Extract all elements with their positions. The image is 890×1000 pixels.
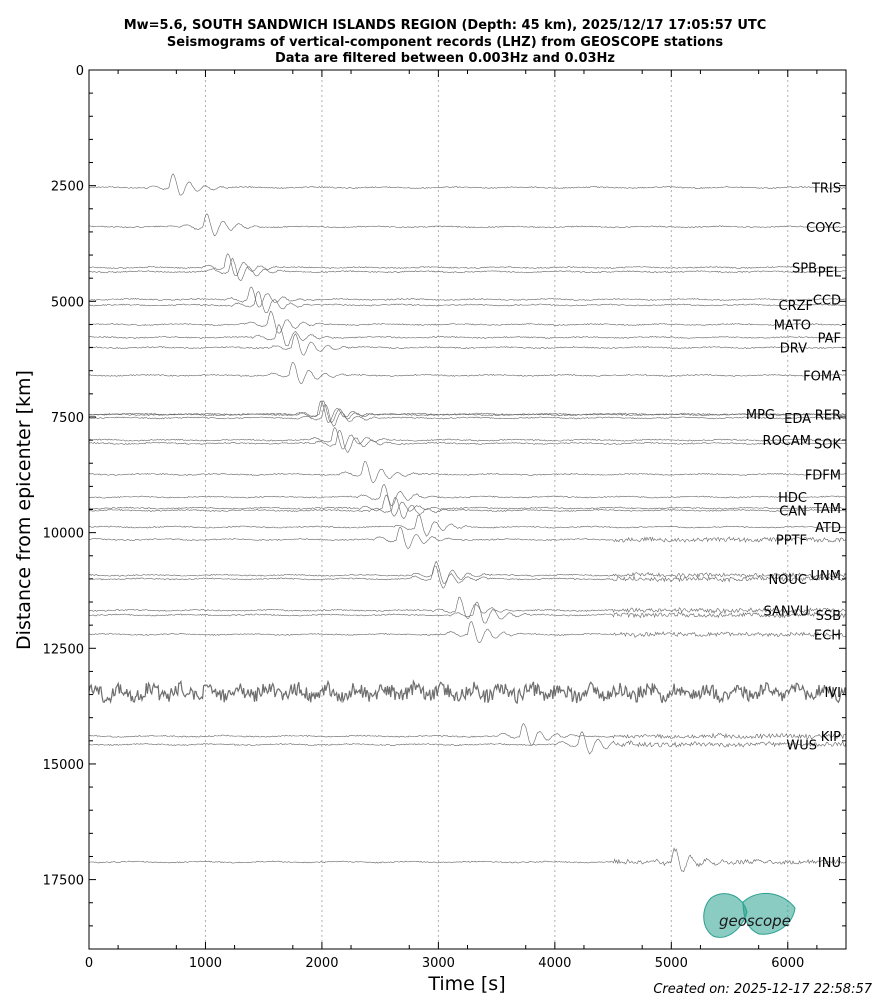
- trace-ssb: [88, 601, 847, 624]
- geoscope-logo: geoscope: [703, 892, 796, 938]
- station-label-mpg: MPG: [746, 408, 775, 423]
- x-tick-label: 6000: [771, 956, 804, 971]
- trace-can: [88, 496, 847, 520]
- station-label-paf: PAF: [818, 331, 841, 346]
- chart-title-line-2: Seismograms of vertical-component record…: [166, 35, 724, 50]
- x-tick-label: 3000: [422, 956, 455, 971]
- trace-drv: [89, 333, 847, 356]
- station-label-unm: UNM: [811, 569, 841, 584]
- trace-unm: [88, 560, 847, 584]
- station-label-pptf: PPTF: [776, 534, 807, 549]
- trace-ivi: [88, 679, 847, 705]
- chart-title-line-3: Data are filtered between 0.003Hz and 0.…: [274, 51, 616, 66]
- trace-sanvu: [88, 596, 847, 619]
- station-label-spb: SPB: [792, 262, 817, 277]
- station-label-mato: MATO: [774, 318, 811, 333]
- trace-spb: [89, 253, 847, 276]
- logo-globe-right: [742, 892, 796, 935]
- y-tick-label: 0: [76, 64, 84, 79]
- y-tick-label: 2500: [51, 180, 84, 195]
- trace-pptf: [88, 527, 847, 550]
- axis-layer: 0 1000 2000 3000 4000 5000 6000 0 2500 5000 7500 10…: [43, 64, 847, 971]
- station-label-foma: FOMA: [803, 369, 841, 384]
- trace-eda: [88, 404, 847, 427]
- trace-tris: [88, 173, 847, 196]
- trace-fdfm: [88, 460, 847, 484]
- x-tick-label: 2000: [305, 956, 338, 971]
- station-label-atd: ATD: [815, 521, 841, 536]
- station-label-inu: INU: [818, 856, 841, 871]
- trace-wus: [89, 731, 847, 755]
- station-label-ssb: SSB: [816, 609, 841, 624]
- plot-frame: [88, 69, 847, 950]
- trace-hdc: [88, 483, 847, 507]
- station-label-ivi: IVI: [824, 686, 841, 701]
- trace-ccd: [88, 286, 846, 308]
- trace-foma: [88, 362, 847, 385]
- station-label-drv: DRV: [780, 342, 807, 357]
- station-label-wus: WUS: [786, 739, 817, 754]
- station-label-sanvu: SANVU: [763, 604, 809, 619]
- y-tick-label: 7500: [51, 411, 84, 426]
- station-label-tris: TRIS: [811, 182, 841, 197]
- station-label-crzf: CRZF: [779, 299, 814, 314]
- y-tick-label: 10000: [43, 527, 84, 542]
- station-label-nouc: NOUC: [768, 573, 807, 588]
- station-label-sok: SOK: [814, 437, 841, 452]
- station-label-eda: EDA: [784, 412, 811, 427]
- station-label-hdc: HDC: [778, 491, 807, 506]
- y-axis-label: Distance from epicenter [km]: [13, 370, 35, 650]
- station-label-pel: PEL: [818, 266, 842, 281]
- grid-layer: [204, 70, 789, 949]
- y-tick-label: 17500: [43, 874, 84, 889]
- y-tick-label: 12500: [43, 642, 84, 657]
- x-axis-label: Time [s]: [427, 973, 505, 995]
- station-label-kip: KIP: [821, 730, 841, 745]
- trace-nouc: [88, 565, 847, 589]
- y-tick-label: 5000: [51, 295, 84, 310]
- x-tick-label: 0: [85, 956, 93, 971]
- trace-coyc: [88, 213, 847, 237]
- trace-rocam: [88, 427, 847, 450]
- x-tick-label: 4000: [538, 956, 571, 971]
- created-on-footer: Created on: 2025-12-17 22:58:57: [653, 982, 872, 997]
- x-tick-label: 5000: [655, 956, 688, 971]
- trace-kip: [88, 723, 847, 746]
- trace-layer: [88, 173, 847, 873]
- chart-title-line-1: Mw=5.6, SOUTH SANDWICH ISLANDS REGION (D…: [123, 18, 767, 33]
- station-label-ech: ECH: [814, 628, 841, 643]
- logo-globe-left: [703, 893, 748, 938]
- trace-pel: [88, 257, 847, 281]
- logo-text: geoscope: [719, 912, 791, 930]
- trace-crzf: [89, 291, 847, 314]
- station-label-fdfm: FDFM: [805, 468, 841, 483]
- trace-tam: [88, 494, 847, 517]
- trace-rer: [88, 400, 847, 423]
- trace-inu: [88, 847, 847, 873]
- station-label-coyc: COYC: [806, 221, 841, 236]
- station-label-ccd: CCD: [813, 293, 841, 308]
- station-label-rer: RER: [815, 409, 841, 424]
- station-label-tam: TAM: [813, 502, 841, 517]
- station-label-rocam: ROCAM: [763, 434, 811, 449]
- trace-atd: [88, 514, 847, 537]
- y-tick-label: 15000: [43, 758, 84, 773]
- trace-ech: [88, 621, 847, 644]
- trace-sok: [88, 430, 847, 453]
- trace-mato: [88, 310, 847, 334]
- station-label-can: CAN: [779, 504, 807, 519]
- trace-mpg: [88, 400, 847, 423]
- x-tick-label: 1000: [189, 956, 222, 971]
- trace-paf: [88, 324, 847, 347]
